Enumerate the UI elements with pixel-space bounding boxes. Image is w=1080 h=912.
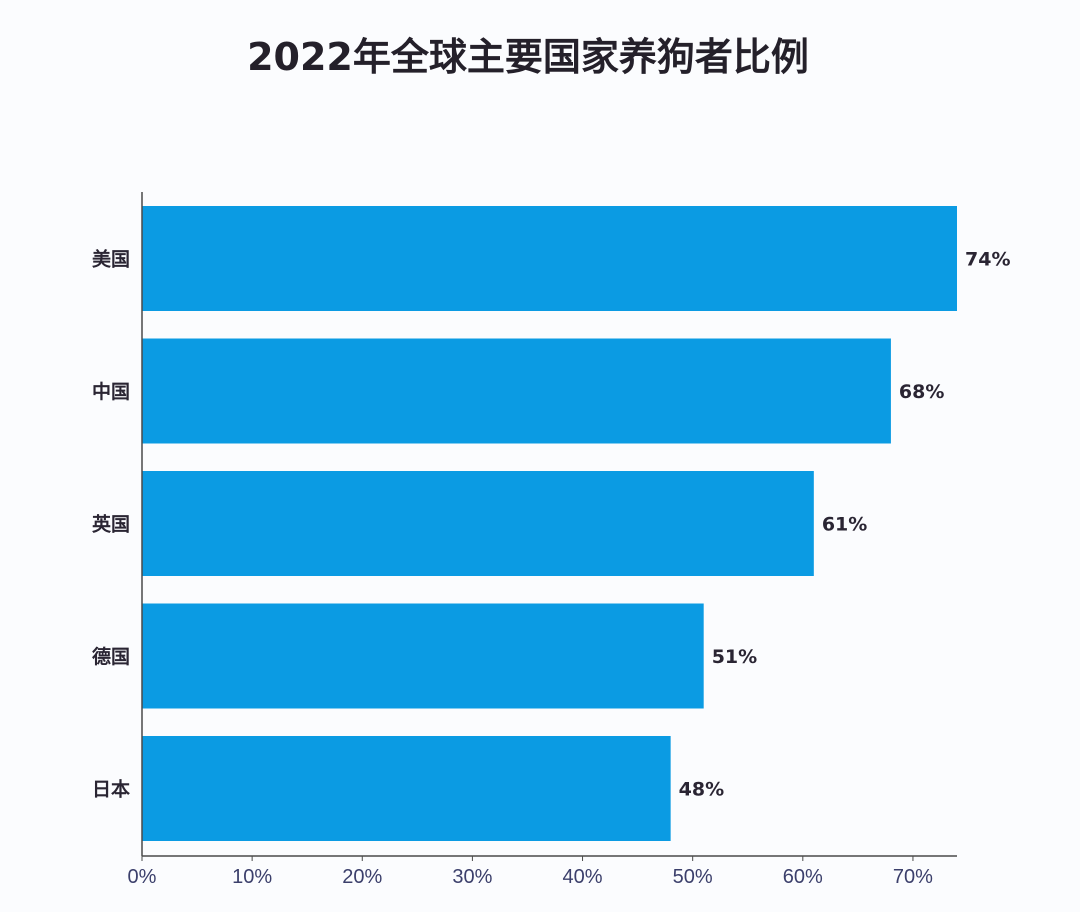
bar-2	[142, 471, 814, 576]
x-axis-ticks: 0% 10% 20% 30% 40% 50% 60% 70%	[128, 856, 933, 888]
bar-4	[142, 736, 671, 841]
value-label: 48%	[679, 779, 724, 801]
bar-3	[142, 603, 704, 709]
x-tick-label: 0%	[128, 866, 157, 888]
bar-0	[142, 206, 957, 311]
x-tick-label: 20%	[342, 866, 382, 888]
bars-group	[142, 206, 957, 841]
value-label: 74%	[965, 249, 1010, 271]
x-tick-label: 50%	[673, 866, 713, 888]
x-tick-label: 40%	[563, 866, 603, 888]
category-label: 德国	[92, 645, 130, 668]
category-label: 中国	[92, 380, 130, 403]
x-tick-label: 70%	[893, 866, 933, 888]
x-tick-label: 30%	[452, 866, 492, 888]
value-label: 68%	[899, 381, 944, 403]
category-label: 美国	[92, 248, 130, 271]
chart-title: 2022年全球主要国家养狗者比例	[247, 35, 809, 79]
value-label: 61%	[822, 514, 867, 536]
bar-1	[142, 338, 891, 444]
category-label: 英国	[92, 513, 130, 536]
x-tick-label: 10%	[232, 866, 272, 888]
value-label: 51%	[712, 646, 757, 668]
category-label: 日本	[92, 778, 130, 801]
x-tick-label: 60%	[783, 866, 823, 888]
value-labels: 74% 68% 61% 51% 48%	[679, 249, 1011, 801]
